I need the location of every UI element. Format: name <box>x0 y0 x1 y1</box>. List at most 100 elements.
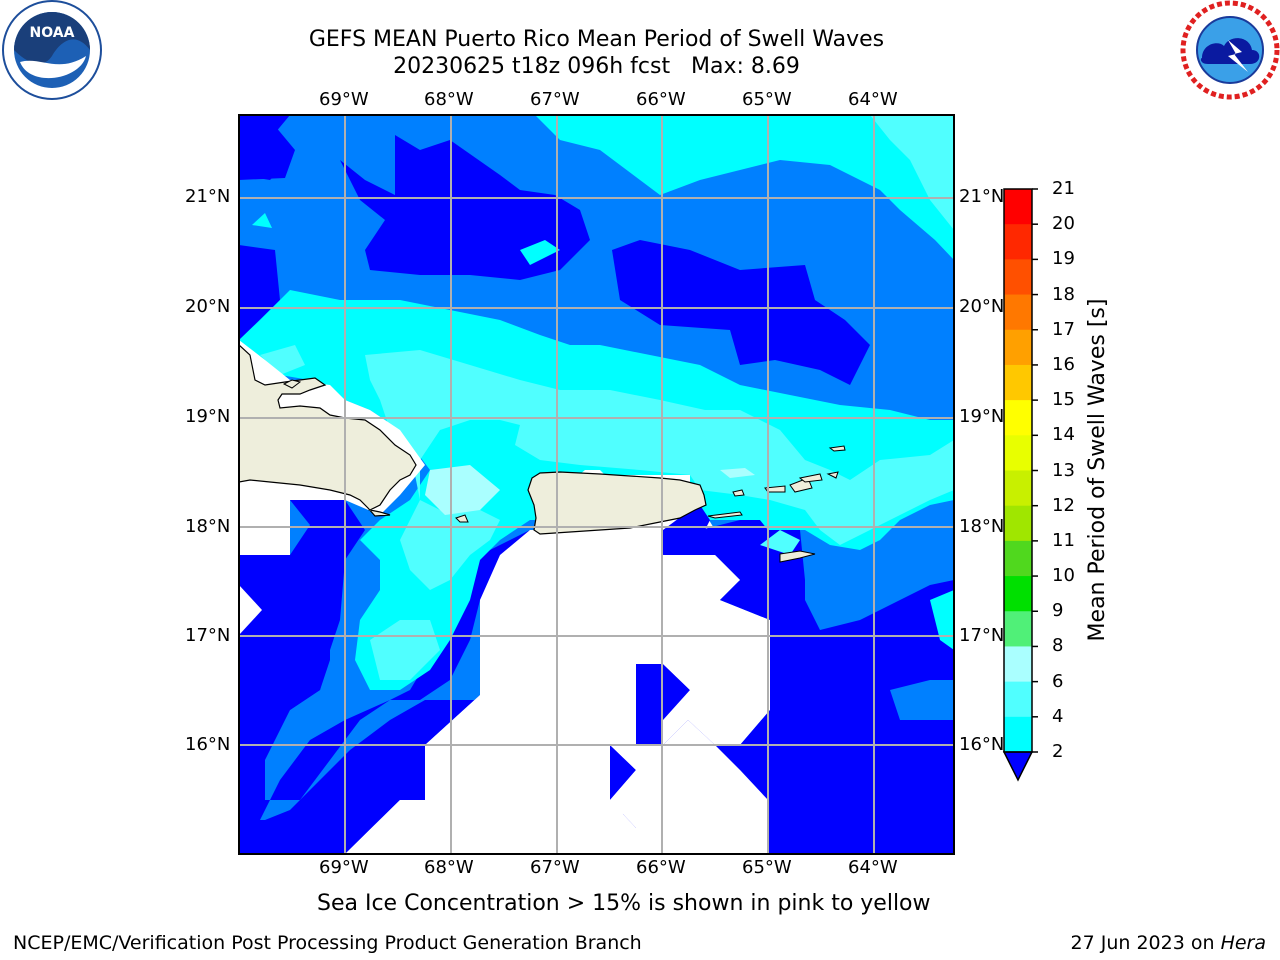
colorbar-tick-label: 9 <box>1052 600 1064 622</box>
colorbar-tick-label: 12 <box>1052 494 1075 516</box>
swell-contour-4-6 <box>252 213 272 228</box>
colorbar-label: Mean Period of Swell Waves [s] <box>1085 298 1110 642</box>
colorbar-tick-label: 16 <box>1052 353 1075 375</box>
colorbar-segment <box>1004 400 1032 436</box>
colorbar-segment <box>1004 470 1032 507</box>
bottom-longitude-label: 66°W <box>636 857 686 878</box>
right-latitude-label: 20°N <box>959 296 1005 317</box>
land-mask-area <box>239 585 262 635</box>
right-latitude-label: 19°N <box>959 406 1005 427</box>
nws-logo-icon <box>1180 0 1280 100</box>
top-longitude-label: 64°W <box>848 89 898 110</box>
right-latitude-label: 21°N <box>959 186 1005 207</box>
colorbar-segment <box>1004 259 1032 296</box>
footer-branch: NCEP/EMC/Verification Post Processing Pr… <box>13 932 642 954</box>
left-latitude-label: 19°N <box>185 406 231 427</box>
colorbar-segment <box>1004 716 1032 753</box>
colorbar-extend-arrow <box>1002 751 1034 782</box>
colorbar-tick-label: 17 <box>1052 318 1075 340</box>
island <box>826 471 839 479</box>
bottom-longitude-label: 65°W <box>742 857 792 878</box>
colorbar-segment <box>1004 224 1032 260</box>
left-latitude-label: 20°N <box>185 296 231 317</box>
top-longitude-label: 67°W <box>530 89 580 110</box>
colorbar-tick-label: 13 <box>1052 459 1075 481</box>
colorbar-tick-label: 21 <box>1052 178 1075 199</box>
swell-contour-below-2 <box>239 245 280 340</box>
colorbar-segment <box>1004 294 1032 331</box>
colorbar-segment <box>1004 540 1032 577</box>
bottom-longitude-label: 67°W <box>530 857 580 878</box>
colorbar-segment <box>1004 505 1032 542</box>
colorbar-tick-label: 19 <box>1052 248 1075 270</box>
top-longitude-label: 68°W <box>424 89 474 110</box>
swell-contour-4-6 <box>535 115 954 260</box>
bottom-longitude-label: 64°W <box>848 857 898 878</box>
footer-date: 27 Jun 2023 on Hera <box>1071 932 1266 954</box>
colorbar-segment <box>1004 189 1032 225</box>
colorbar-tick-label: 20 <box>1052 213 1075 235</box>
island <box>828 445 846 452</box>
island <box>707 511 743 519</box>
land-mask-area <box>610 720 768 854</box>
colorbar-tick-label: 15 <box>1052 389 1075 411</box>
colorbar-tick-label: 8 <box>1052 635 1064 657</box>
top-longitude-label: 69°W <box>319 89 369 110</box>
swell-contour-6-8 <box>870 115 954 230</box>
footer-date-text: 27 Jun 2023 on <box>1070 932 1221 954</box>
island <box>798 473 823 483</box>
left-latitude-label: 17°N <box>185 625 231 646</box>
swell-contour-6-8 <box>260 345 305 375</box>
swell-contour-below-2 <box>340 135 590 280</box>
swell-contour-below-2 <box>612 240 870 385</box>
colorbar-tick-label: 4 <box>1052 705 1064 727</box>
map-title: GEFS MEAN Puerto Rico Mean Period of Swe… <box>308 27 885 52</box>
noaa-logo-text: NOAA <box>30 25 75 41</box>
right-latitude-label: 16°N <box>959 734 1005 755</box>
swell-contour-below-2 <box>239 120 295 180</box>
footer-machine: Hera <box>1220 932 1266 954</box>
swell-period-map <box>238 114 955 855</box>
swell-contour-4-6 <box>520 240 560 265</box>
colorbar-tick-label: 11 <box>1052 529 1075 551</box>
bottom-longitude-label: 69°W <box>319 857 369 878</box>
colorbar-segment <box>1004 681 1032 718</box>
colorbar-segment <box>1004 435 1032 471</box>
bottom-longitude-label: 68°W <box>424 857 474 878</box>
colorbar-tick-label: 14 <box>1052 424 1075 446</box>
colorbar-segment <box>1004 611 1032 647</box>
right-latitude-label: 18°N <box>959 516 1005 537</box>
swell-contour-4-6 <box>890 680 954 720</box>
sea-ice-note: Sea Ice Concentration > 15% is shown in … <box>317 891 931 916</box>
swell-contour-below-2 <box>239 695 480 854</box>
map-subtitle: 20230625 t18z 096h fcst Max: 8.69 <box>393 54 800 79</box>
land-mask-area <box>345 470 740 854</box>
swell-contour-8-9 <box>425 465 500 515</box>
colorbar-segment <box>1004 646 1032 683</box>
map-frame <box>238 114 955 855</box>
swell-contour-6-8 <box>760 530 800 555</box>
top-longitude-label: 66°W <box>636 89 686 110</box>
graticule <box>239 115 954 854</box>
colorbar-tick-label: 6 <box>1052 670 1064 692</box>
noaa-logo-icon: NOAA <box>2 0 102 100</box>
colorbar-tick-label: 10 <box>1052 565 1075 587</box>
island <box>455 514 469 523</box>
island <box>779 550 816 563</box>
colorbar-segment <box>1004 329 1032 366</box>
left-latitude-label: 21°N <box>185 186 231 207</box>
colorbar-segment <box>1004 364 1032 401</box>
island <box>282 379 302 389</box>
colorbar-segment <box>1004 576 1032 612</box>
swell-contour-6-8 <box>555 410 720 470</box>
hispaniola-land <box>239 344 417 517</box>
island <box>732 489 745 497</box>
swell-contour-below-2 <box>239 560 345 820</box>
colorbar <box>1002 188 1038 782</box>
left-latitude-label: 18°N <box>185 516 231 537</box>
left-latitude-label: 16°N <box>185 734 231 755</box>
colorbar-tick-label: 2 <box>1052 741 1064 762</box>
swell-contour-6-8 <box>365 350 954 590</box>
right-latitude-label: 17°N <box>959 625 1005 646</box>
swell-contour-8-9 <box>720 468 755 478</box>
